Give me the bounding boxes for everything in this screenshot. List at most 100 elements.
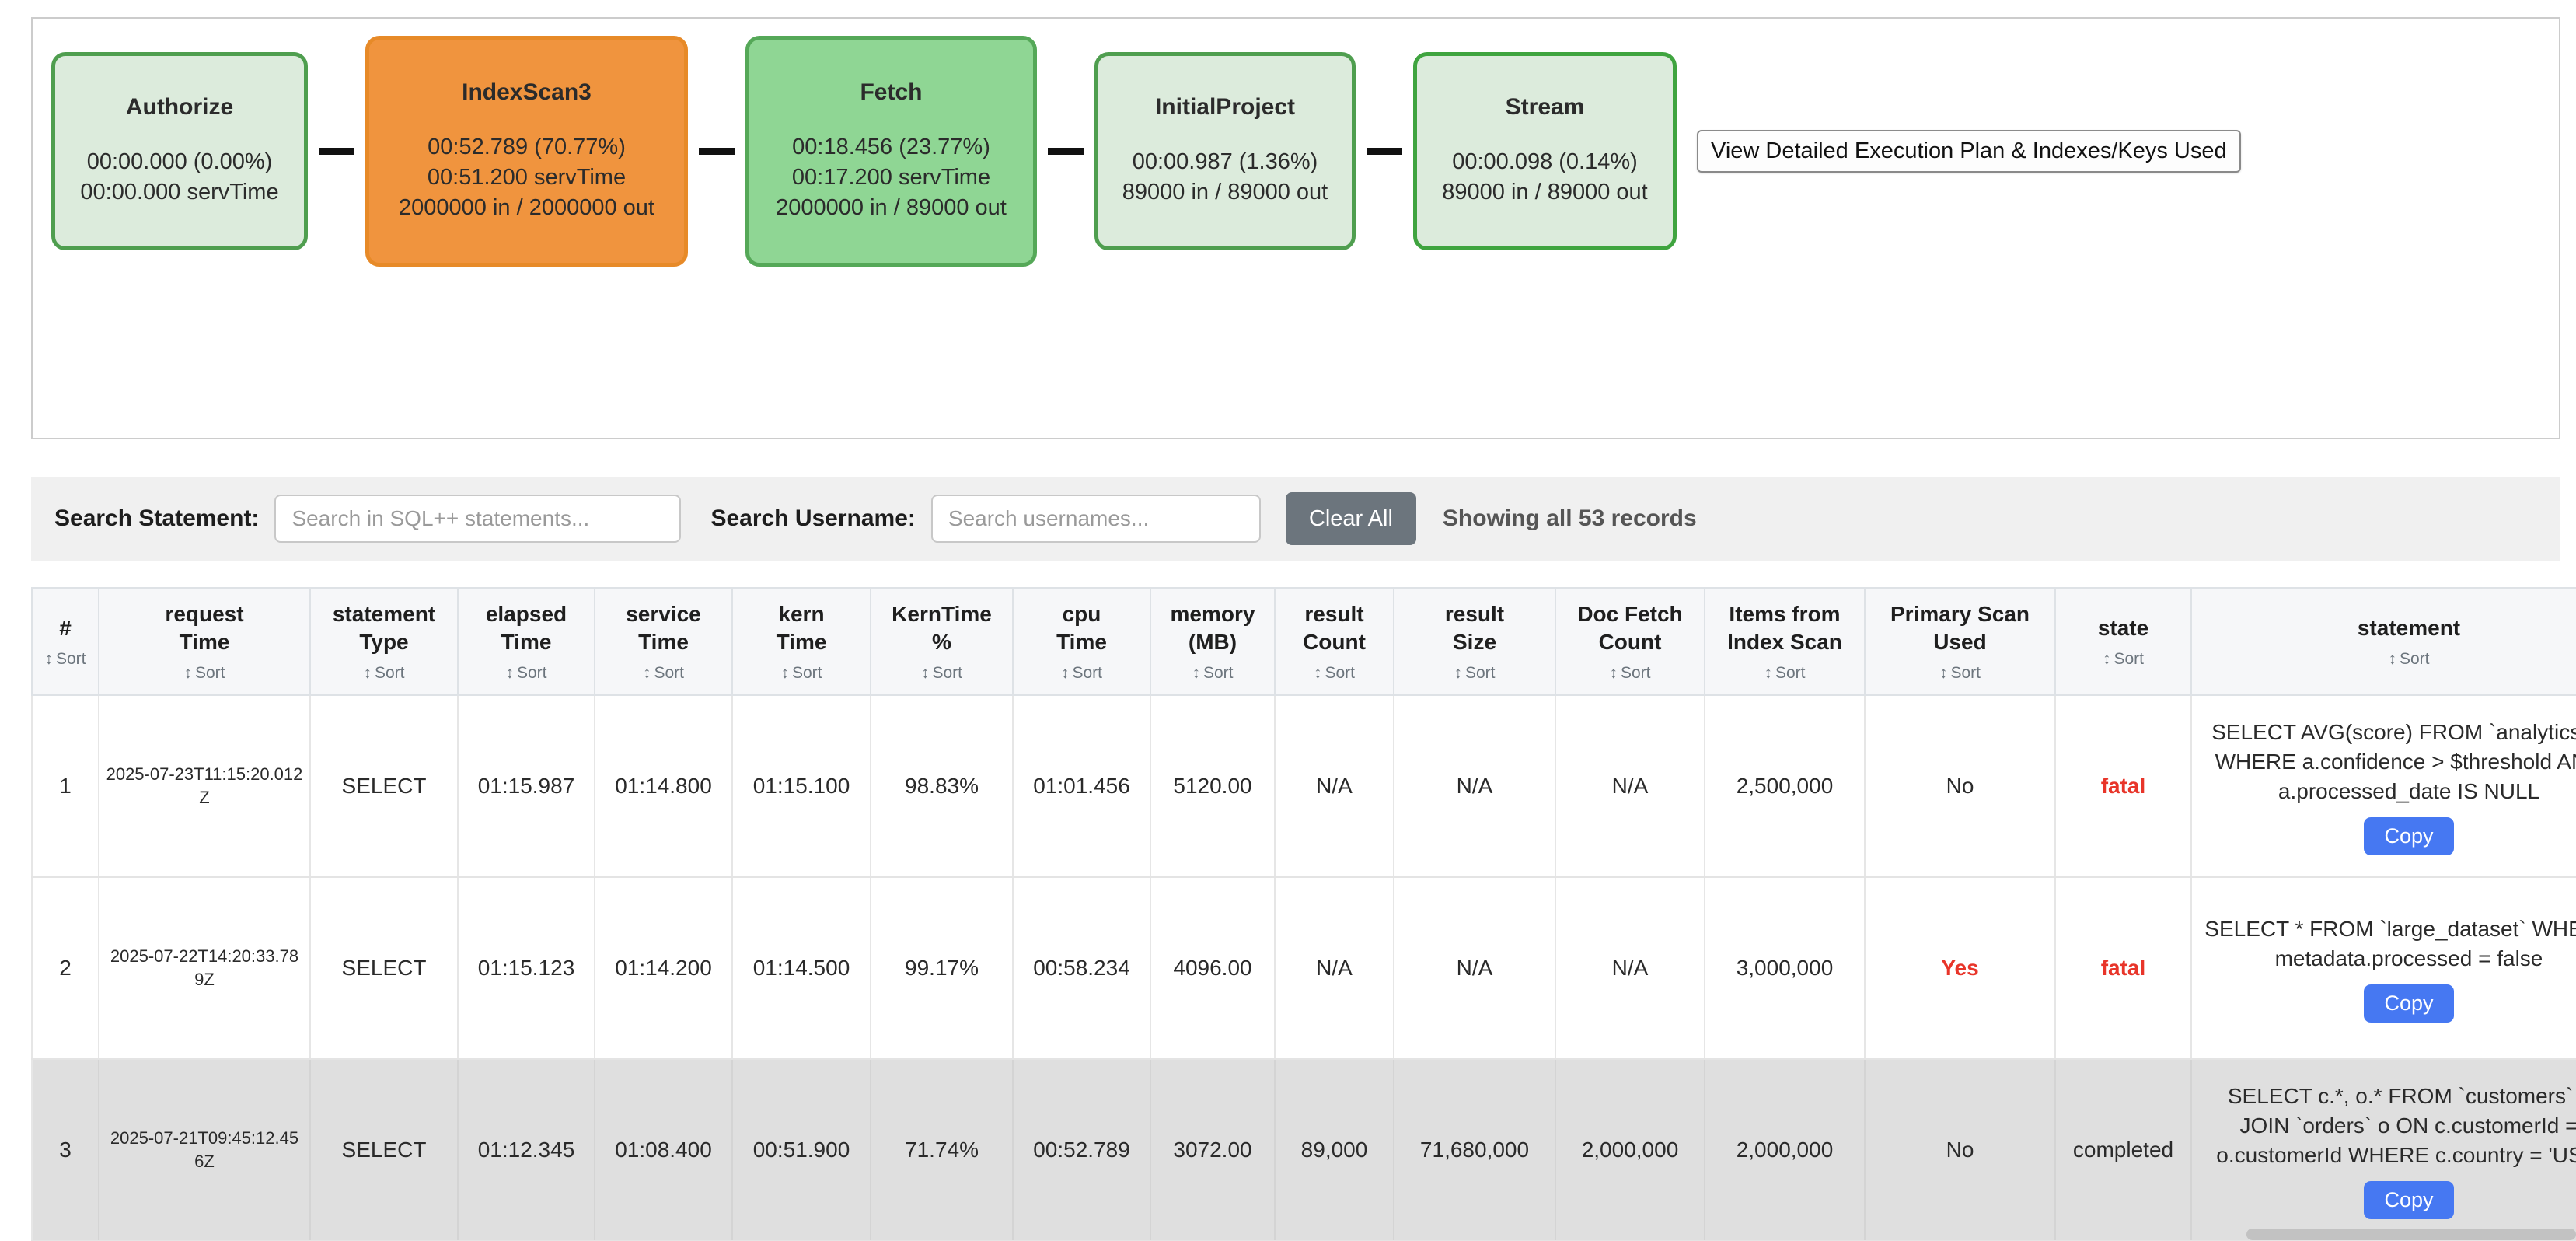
column-header-label: request Time — [165, 602, 244, 654]
cell-statement: SELECT c.*, o.* FROM `customers` c JOIN … — [2192, 1060, 2576, 1240]
cell-kern_time: 00:51.900 — [733, 1060, 871, 1240]
copy-button[interactable]: Copy — [2364, 816, 2454, 855]
sort-control-service_time[interactable]: ↕ Sort — [643, 664, 684, 683]
cell-value: 01:15.100 — [752, 774, 850, 798]
cell-result_size: N/A — [1394, 696, 1556, 876]
sort-control-cpu_time[interactable]: ↕ Sort — [1061, 664, 1102, 683]
cell-doc_fetch_count: N/A — [1556, 878, 1705, 1058]
horizontal-scrollbar-thumb[interactable] — [2246, 1229, 2576, 1240]
statement-text: SELECT AVG(score) FROM `analytics` a WHE… — [2211, 719, 2576, 803]
cell-value: 3 — [59, 1138, 72, 1162]
cell-elapsed_time: 01:15.123 — [459, 878, 595, 1058]
sort-control-elapsed_time[interactable]: ↕ Sort — [505, 664, 546, 683]
search-statement-label: Search Statement: — [54, 505, 260, 531]
cell-primary_scan_used: No — [1866, 696, 2056, 876]
sort-control-request_time[interactable]: ↕ Sort — [183, 664, 225, 683]
cell-statement: SELECT AVG(score) FROM `analytics` a WHE… — [2192, 696, 2576, 876]
search-statement-input[interactable] — [274, 495, 682, 543]
cell-value: 5120.00 — [1173, 774, 1252, 798]
plan-node-line: 00:17.200 servTime — [791, 164, 991, 190]
cell-kern_time_pct: 98.83% — [871, 696, 1014, 876]
view-detailed-plan-button[interactable]: View Detailed Execution Plan & Indexes/K… — [1697, 129, 2241, 173]
sort-arrows-icon: ↕ — [1313, 664, 1322, 682]
cell-value: No — [1946, 1138, 1974, 1162]
sort-label: Sort — [1620, 664, 1651, 682]
copy-button[interactable]: Copy — [2364, 1180, 2454, 1219]
table-row: 3 2025-07-21T09:45:12.456Z SELECT 01:12.345… — [31, 1060, 2576, 1241]
sort-label: Sort — [374, 664, 405, 682]
sort-label: Sort — [654, 664, 684, 682]
cell-memory_mb: 5120.00 — [1151, 696, 1276, 876]
sort-control-primary_scan_used[interactable]: ↕ Sort — [1939, 664, 1981, 683]
cell-value: 3072.00 — [1173, 1138, 1252, 1162]
sort-control-memory_mb[interactable]: ↕ Sort — [1192, 664, 1233, 683]
cell-elapsed_time: 01:12.345 — [459, 1060, 595, 1240]
sort-control-statement[interactable]: ↕ Sort — [2388, 650, 2429, 669]
sort-control-num[interactable]: ↕ Sort — [44, 650, 86, 669]
plan-node-line: 00:51.200 servTime — [427, 164, 627, 190]
cell-value: 3,000,000 — [1736, 956, 1834, 980]
cell-items_from_index_scan: 2,000,000 — [1705, 1060, 1866, 1240]
copy-button[interactable]: Copy — [2364, 984, 2454, 1023]
sort-control-kern_time_pct[interactable]: ↕ Sort — [921, 664, 962, 683]
query-stats-table: # ↕ Sort request Time ↕ Sort statement Type ↕ So… — [31, 587, 2576, 1241]
plan-node-fetch[interactable]: Fetch 00:18.456 (23.77%) 00:17.200 servTim… — [745, 35, 1037, 267]
plan-node-authorize[interactable]: Authorize 00:00.000 (0.00%) 00:00.000 serv… — [51, 51, 308, 250]
plan-node-line: 89000 in / 89000 out — [1122, 180, 1328, 205]
column-header-primary_scan_used: Primary Scan Used ↕ Sort — [1866, 589, 2056, 694]
cell-primary_scan_used: Yes — [1866, 878, 2056, 1058]
sort-control-statement_type[interactable]: ↕ Sort — [363, 664, 404, 683]
plan-node-line: 89000 in / 89000 out — [1442, 180, 1648, 205]
sort-control-items_from_index_scan[interactable]: ↕ Sort — [1764, 664, 1805, 683]
status-badge: fatal — [2100, 956, 2146, 980]
sort-arrows-icon: ↕ — [1609, 664, 1618, 682]
cell-statement_type: SELECT — [311, 878, 459, 1058]
sort-label: Sort — [1464, 664, 1496, 682]
plan-node-stream[interactable]: Stream 00:00.098 (0.14%) 89000 in / 89000 … — [1413, 51, 1677, 250]
cell-value: SELECT — [341, 956, 427, 980]
column-header-state: state ↕ Sort — [2056, 589, 2192, 694]
sort-control-result_count[interactable]: ↕ Sort — [1314, 664, 1355, 683]
cell-kern_time: 01:14.500 — [733, 878, 871, 1058]
table-body: 1 2025-07-23T11:15:20.012Z SELECT 01:15.987… — [31, 696, 2576, 1241]
column-header-result_size: result Size ↕ Sort — [1394, 589, 1556, 694]
plan-node-initialproject[interactable]: InitialProject 00:00.987 (1.36%) 89000 in … — [1094, 51, 1356, 250]
cell-service_time: 01:14.200 — [595, 878, 733, 1058]
column-header-kern_time_pct: KernTime % ↕ Sort — [871, 589, 1014, 694]
cell-value: 2 — [59, 956, 72, 980]
plan-node-indexscan3[interactable]: IndexScan3 00:52.789 (70.77%) 00:51.200 se… — [365, 35, 688, 267]
cell-result_count: N/A — [1276, 696, 1394, 876]
sort-control-kern_time[interactable]: ↕ Sort — [780, 664, 822, 683]
column-header-kern_time: kern Time ↕ Sort — [733, 589, 871, 694]
cell-value: 01:15.123 — [477, 956, 575, 980]
statement-text: SELECT * FROM `large_dataset` WHERE meta… — [2204, 916, 2576, 970]
table-header-row: # ↕ Sort request Time ↕ Sort statement Type ↕ So… — [31, 587, 2576, 696]
sort-control-result_size[interactable]: ↕ Sort — [1454, 664, 1495, 683]
sort-arrows-icon: ↕ — [363, 664, 372, 682]
cell-num: 1 — [31, 696, 99, 876]
records-count: Showing all 53 records — [1442, 505, 1697, 531]
cell-statement_type: SELECT — [311, 696, 459, 876]
clear-all-button[interactable]: Clear All — [1285, 492, 1416, 545]
sort-arrows-icon: ↕ — [920, 664, 930, 682]
cell-num: 2 — [31, 878, 99, 1058]
cell-result_count: 89,000 — [1276, 1060, 1394, 1240]
column-header-service_time: service Time ↕ Sort — [595, 589, 733, 694]
cell-value: 2,000,000 — [1581, 1138, 1679, 1162]
sort-control-doc_fetch_count[interactable]: ↕ Sort — [1609, 664, 1650, 683]
cell-value: 4096.00 — [1173, 956, 1252, 980]
cell-cpu_time: 00:52.789 — [1014, 1060, 1151, 1240]
sort-label: Sort — [1202, 664, 1234, 682]
search-username-input[interactable] — [930, 495, 1261, 543]
plan-node-title: Stream — [1505, 94, 1585, 120]
cell-result_size: 71,680,000 — [1394, 1060, 1556, 1240]
cell-memory_mb: 3072.00 — [1151, 1060, 1276, 1240]
column-header-cpu_time: cpu Time ↕ Sort — [1014, 589, 1151, 694]
plan-node-line: 00:52.789 (70.77%) — [428, 134, 626, 159]
query-stats-table-wrap: # ↕ Sort request Time ↕ Sort statement Type ↕ So… — [31, 587, 2576, 1241]
sort-control-state[interactable]: ↕ Sort — [2103, 650, 2144, 669]
sort-arrows-icon: ↕ — [1939, 664, 1948, 682]
cell-value: 01:12.345 — [477, 1138, 575, 1162]
cell-value: 00:51.900 — [752, 1138, 850, 1162]
cell-value: completed — [2072, 1138, 2174, 1162]
